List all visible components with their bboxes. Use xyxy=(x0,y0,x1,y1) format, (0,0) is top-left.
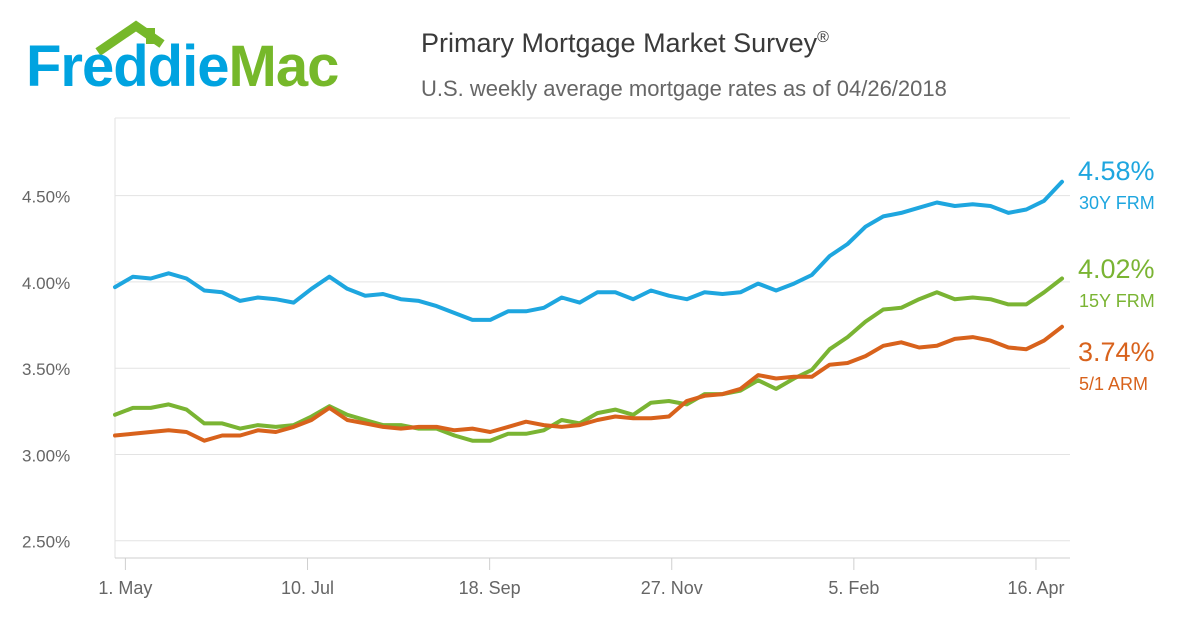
plot-area xyxy=(115,118,1070,558)
series-lines xyxy=(113,179,1064,443)
registered-mark: ® xyxy=(817,29,829,46)
series-line-30y-frm xyxy=(113,179,1064,322)
series-end-value: 3.74% xyxy=(1078,337,1155,367)
y-tick-label: 2.50% xyxy=(22,533,70,552)
chart-subtitle: U.S. weekly average mortgage rates as of… xyxy=(421,76,947,101)
y-tick-label: 4.50% xyxy=(22,188,70,207)
x-tick-label: 10. Jul xyxy=(281,578,334,598)
chart-title: Primary Mortgage Market Survey® xyxy=(421,28,829,59)
x-axis: 1. May 10. Jul 18. Sep 27. Nov 5. Feb 16. Apr xyxy=(98,557,1070,598)
logo-wordmark-mac: Mac xyxy=(228,34,340,99)
x-tick-label: 1. May xyxy=(98,578,152,598)
series-legend-label: 5/1 ARM xyxy=(1079,374,1149,394)
series-line-15y-frm xyxy=(113,276,1064,443)
y-tick-label: 4.00% xyxy=(22,274,70,293)
x-tick-label: 27. Nov xyxy=(641,578,703,598)
x-tick-label: 16. Apr xyxy=(1007,578,1064,598)
logo-wordmark-freddie: Freddie xyxy=(26,34,229,99)
y-tick-label: 3.50% xyxy=(22,360,70,379)
logo-wordmark: FreddieMac xyxy=(26,38,339,96)
series-legend-label: 15Y FRM xyxy=(1079,291,1155,311)
series-legend-label: 30Y FRM xyxy=(1079,193,1155,213)
series-end-value: 4.58% xyxy=(1078,156,1155,186)
x-tick-label: 18. Sep xyxy=(459,578,521,598)
series-end-value: 4.02% xyxy=(1078,254,1155,284)
house-roof-icon xyxy=(95,20,165,56)
freddie-mac-logo xyxy=(26,12,386,112)
chart-title-text: Primary Mortgage Market Survey xyxy=(421,28,818,58)
x-tick-label: 5. Feb xyxy=(828,578,879,598)
y-tick-label: 3.00% xyxy=(22,446,70,465)
y-axis-labels: 2.50% 3.00% 3.50% 4.00% 4.50% xyxy=(22,188,70,552)
grid-lines xyxy=(114,117,1070,558)
series-line-5-1-arm xyxy=(113,324,1064,443)
